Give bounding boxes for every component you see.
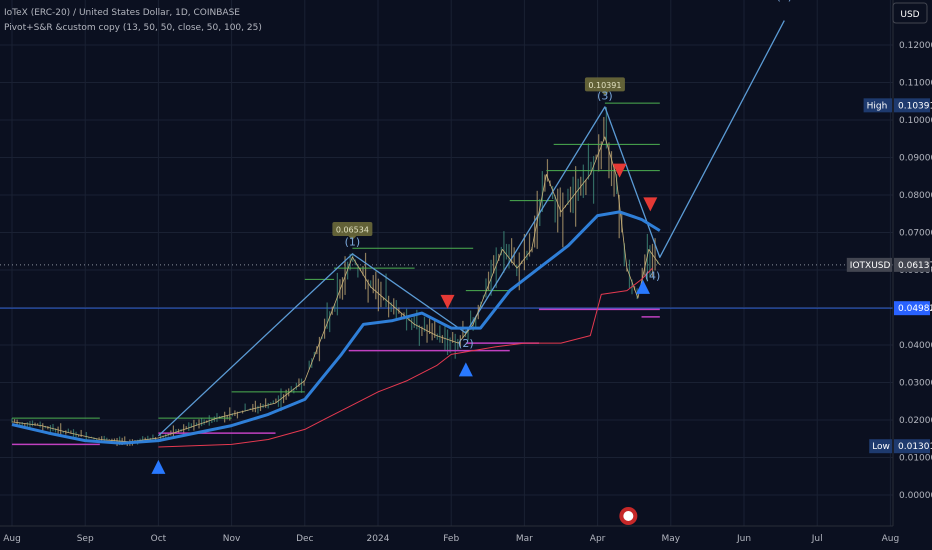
x-tick-label: Dec <box>296 534 313 544</box>
pivot-tag: 0.10391 <box>584 77 625 96</box>
x-tick-label: Nov <box>223 534 241 544</box>
trailing-stop-line <box>158 267 653 448</box>
price-line <box>11 136 661 443</box>
pivot-tag-pointer <box>348 235 357 240</box>
x-tick-label: Jun <box>736 534 751 544</box>
x-tick-label: Sep <box>77 534 94 544</box>
sell-marker <box>643 197 658 212</box>
time-axis-background <box>0 526 932 550</box>
price-label-name-box <box>846 257 892 272</box>
wave-label: (1) <box>345 236 361 249</box>
price-label-value: 0.06137 <box>898 261 932 271</box>
price-label: 0.04982 <box>894 301 932 316</box>
event-icon-inner <box>623 511 634 521</box>
x-tick-label: Feb <box>443 534 459 544</box>
price-label: 0.01301 Low <box>869 439 932 454</box>
buy-marker <box>635 279 650 294</box>
ema-line <box>11 210 661 445</box>
buy-marker <box>151 459 166 474</box>
price-label-name: IOTXUSD <box>850 261 891 271</box>
wave-label: (4) <box>645 269 661 282</box>
price-label-box <box>894 257 930 272</box>
sell-marker <box>612 163 627 178</box>
pivot-tag-box <box>332 221 373 236</box>
pivot-tag-box <box>584 77 625 92</box>
pivot-tag-value: 0.06534 <box>336 225 369 234</box>
indicator-line[interactable]: Pivot+S&R &custom copy (13, 50, 50, clos… <box>4 23 262 33</box>
wave-label: (5) <box>776 0 792 3</box>
wave-label: (2) <box>458 337 474 350</box>
pivot-tag-value: 0.10391 <box>588 81 621 90</box>
price-label-box <box>894 301 930 316</box>
wave-label: (3) <box>597 89 613 102</box>
buy-marker <box>458 362 473 377</box>
x-tick-label: May <box>661 534 680 544</box>
price-label-value: 0.10391 <box>898 101 932 111</box>
price-label-box <box>894 439 930 454</box>
pivot-tag: 0.06534 <box>332 221 373 240</box>
price-label-value: 0.04982 <box>898 304 932 314</box>
sell-marker <box>440 294 455 309</box>
price-label: 0.10391 High <box>863 98 932 113</box>
x-tick-label: Aug <box>882 534 900 544</box>
price-label-value: 0.01301 <box>898 442 932 452</box>
currency-button-box <box>892 2 928 24</box>
price-label-name-box <box>869 439 892 454</box>
x-tick-label: 2024 <box>367 534 390 544</box>
grid <box>0 0 893 526</box>
elliott-wave-line <box>157 20 785 437</box>
currency-button-label: USD <box>900 10 919 20</box>
price-label-name-box <box>863 98 892 113</box>
symbol-line[interactable]: IoTeX (ERC-20) / United States Dollar, 1… <box>4 8 240 18</box>
x-tick-label: Apr <box>590 534 606 544</box>
economic-event-icon[interactable] <box>619 507 638 525</box>
price-label-box <box>894 98 930 113</box>
pivot-tag-pointer <box>600 91 609 96</box>
chart-legend: IoTeX (ERC-20) / United States Dollar, 1… <box>4 6 262 36</box>
x-tick-label: Jul <box>811 534 823 544</box>
price-label: 0.06137 IOTXUSD <box>846 257 932 272</box>
x-tick-label: Mar <box>516 534 533 544</box>
currency-button[interactable]: USD <box>892 2 928 24</box>
x-tick-label: Oct <box>151 534 167 544</box>
price-label-name: Low <box>872 442 890 452</box>
price-label-name: High <box>867 101 888 111</box>
x-tick-label: Aug <box>3 534 21 544</box>
price-axis-background <box>893 0 932 550</box>
